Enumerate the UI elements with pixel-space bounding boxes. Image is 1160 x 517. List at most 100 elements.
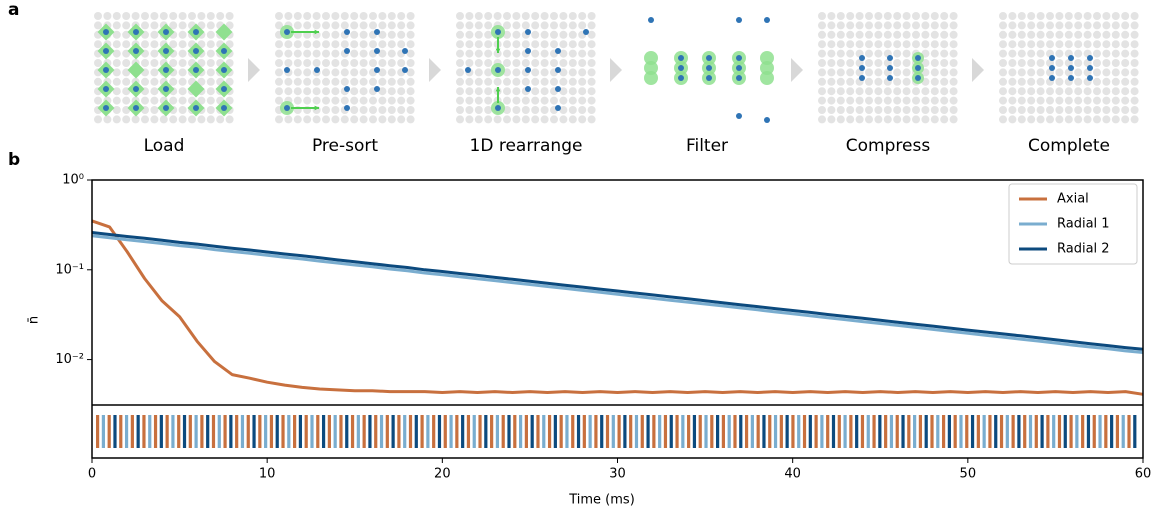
trap-site: [112, 12, 121, 20]
trap-site: [902, 115, 911, 124]
trap-site: [141, 21, 149, 30]
trap-site: [340, 115, 349, 124]
trap-site: [818, 68, 826, 77]
atom: [163, 48, 169, 54]
pulse: [1052, 415, 1056, 448]
trap-site: [1111, 21, 1120, 30]
atom: [555, 67, 561, 73]
trap-site: [206, 12, 215, 20]
trap-site: [550, 96, 558, 105]
trap-site: [225, 59, 234, 67]
pulse: [930, 415, 934, 448]
trap-site: [893, 59, 902, 67]
trap-site: [293, 40, 302, 49]
trap-site: [1064, 30, 1073, 39]
pulse: [855, 415, 859, 448]
trap-site: [1083, 12, 1092, 20]
trap-site: [94, 115, 102, 124]
pulse: [698, 415, 702, 448]
trap-site: [493, 49, 502, 58]
trap-site: [1027, 96, 1036, 105]
pulse: [432, 415, 436, 448]
trap-site: [568, 49, 577, 58]
trap-site: [1130, 49, 1139, 58]
trap-site: [1093, 21, 1101, 30]
trap-site: [512, 21, 521, 30]
atom: [736, 55, 742, 61]
trap-site: [474, 96, 483, 105]
trap-site: [503, 77, 511, 86]
trap-site: [512, 59, 521, 67]
trap-site: [949, 49, 958, 58]
trap-site: [206, 40, 215, 49]
trap-site: [350, 96, 359, 105]
trap-site: [512, 115, 521, 124]
trap-site: [406, 96, 415, 105]
trap-site: [369, 21, 377, 30]
pulse: [385, 415, 389, 448]
trap-site: [474, 115, 483, 124]
trap-site: [818, 77, 826, 86]
trap-site: [312, 40, 321, 49]
trap-site: [587, 68, 596, 77]
pulse: [1028, 415, 1033, 448]
trap-site: [578, 87, 587, 96]
trap-site: [178, 106, 187, 114]
trap-site: [1083, 115, 1092, 124]
trap-site: [94, 21, 102, 30]
trap-site: [1036, 40, 1045, 49]
trap-site: [197, 77, 206, 86]
trap-site: [531, 115, 540, 124]
trap-site: [578, 115, 587, 124]
trap-site: [874, 59, 883, 67]
trap-site: [902, 87, 911, 96]
trap-site: [559, 30, 568, 39]
highlight: [644, 51, 658, 65]
trap-site: [846, 68, 855, 77]
trap-site: [169, 21, 178, 30]
trap-site: [587, 49, 596, 58]
pulse: [1057, 415, 1062, 448]
trap-site: [103, 115, 112, 124]
trap-site: [550, 77, 558, 86]
trap-site: [293, 115, 302, 124]
trap-site: [331, 21, 340, 30]
pulse: [1127, 415, 1131, 448]
trap-site: [912, 106, 920, 114]
pulse: [1063, 415, 1067, 448]
trap-site: [512, 96, 521, 105]
trap-site: [846, 40, 855, 49]
trap-site: [827, 77, 836, 86]
atom: [103, 105, 109, 111]
trap-site: [303, 115, 312, 124]
pulse: [298, 415, 303, 448]
arrow-head: [314, 29, 319, 35]
trap-site: [406, 12, 415, 20]
atom: [736, 65, 742, 71]
trap-site: [827, 87, 836, 96]
trap-site: [1093, 68, 1101, 77]
trap-site: [1036, 87, 1045, 96]
trap-site: [1121, 77, 1130, 86]
trap-site: [484, 68, 493, 77]
trap-site: [465, 21, 474, 30]
trap-site: [846, 49, 855, 58]
trap-site: [531, 40, 540, 49]
trap-site: [930, 87, 939, 96]
trap-site: [1130, 106, 1139, 114]
trap-site: [587, 96, 596, 105]
trap-site: [883, 12, 892, 20]
pulse: [478, 415, 482, 448]
trap-site: [331, 115, 340, 124]
pulse: [194, 415, 198, 448]
trap-site: [303, 49, 312, 58]
trap-site: [559, 115, 568, 124]
atom: [1087, 55, 1093, 61]
trap-site: [940, 87, 949, 96]
trap-site: [397, 21, 406, 30]
trap-site: [1036, 115, 1045, 124]
trap-site: [378, 21, 387, 30]
trap-site: [1036, 21, 1045, 30]
trap-site: [893, 96, 902, 105]
